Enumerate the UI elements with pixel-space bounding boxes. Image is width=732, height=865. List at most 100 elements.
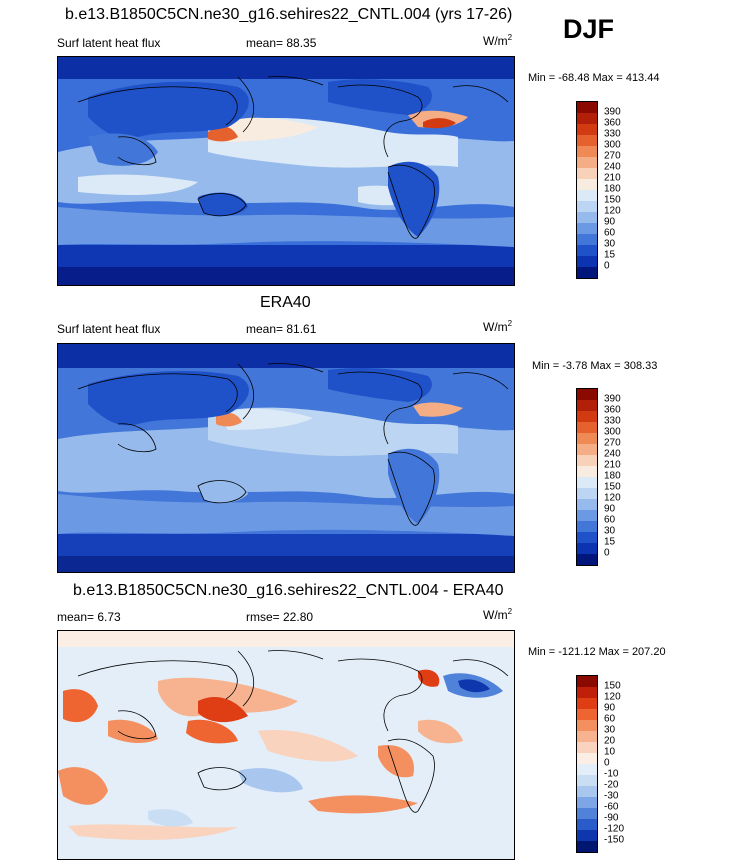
colorbar-label: 60 <box>604 514 616 526</box>
panel3-minmax: Min = -121.12 Max = 207.20 <box>528 646 666 658</box>
colorbar-label: 150 <box>604 194 621 206</box>
colorbar-swatch <box>577 146 597 157</box>
colorbar-label: 390 <box>604 106 621 118</box>
colorbar-swatch <box>577 764 597 775</box>
panel3-mean-label: mean= 6.73 <box>57 610 121 624</box>
colorbar-swatch <box>577 223 597 234</box>
panel2-title: ERA40 <box>260 294 311 311</box>
colorbar-swatch <box>577 753 597 764</box>
colorbar-swatch <box>577 488 597 499</box>
colorbar-label: 0 <box>604 757 610 769</box>
panel1-minmax: Min = -68.48 Max = 413.44 <box>528 72 660 84</box>
colorbar-label: 30 <box>604 724 616 736</box>
colorbar-swatch <box>577 201 597 212</box>
season-label: DJF <box>563 14 615 44</box>
panel2-colorbar <box>576 388 598 566</box>
panel1-variable-label: Surf latent heat flux <box>57 36 161 50</box>
panel1-colorbar <box>576 101 598 279</box>
colorbar-label: 120 <box>604 205 621 217</box>
colorbar-swatch <box>577 256 597 267</box>
colorbar-label: 30 <box>604 525 616 537</box>
colorbar-label: 240 <box>604 448 621 460</box>
colorbar-swatch <box>577 455 597 466</box>
colorbar-label: 30 <box>604 238 616 250</box>
colorbar-label: -10 <box>604 768 619 780</box>
colorbar-label: -20 <box>604 779 619 791</box>
panel1-map <box>57 56 515 286</box>
colorbar-swatch <box>577 433 597 444</box>
colorbar-label: 90 <box>604 216 616 228</box>
colorbar-swatch <box>577 731 597 742</box>
colorbar-swatch <box>577 786 597 797</box>
colorbar-swatch <box>577 113 597 124</box>
colorbar-label: 15 <box>604 536 616 548</box>
colorbar-swatch <box>577 157 597 168</box>
colorbar-swatch <box>577 267 597 278</box>
colorbar-swatch <box>577 841 597 852</box>
panel1-map-field <box>58 57 514 285</box>
panel3-map <box>57 630 515 860</box>
colorbar-swatch <box>577 532 597 543</box>
panel1-units: W/m2 <box>483 33 513 48</box>
colorbar-swatch <box>577 676 597 687</box>
colorbar-swatch <box>577 554 597 565</box>
colorbar-swatch <box>577 389 597 400</box>
colorbar-label: 330 <box>604 128 621 140</box>
panel3-title: b.e13.B1850C5CN.ne30_g16.sehires22_CNTL.… <box>73 582 504 599</box>
colorbar-swatch <box>577 190 597 201</box>
colorbar-swatch <box>577 830 597 841</box>
colorbar-label: 90 <box>604 702 616 714</box>
colorbar-swatch <box>577 168 597 179</box>
colorbar-label: 0 <box>604 260 610 272</box>
colorbar-swatch <box>577 742 597 753</box>
colorbar-label: 210 <box>604 172 621 184</box>
colorbar-label: 10 <box>604 746 616 758</box>
colorbar-swatch <box>577 212 597 223</box>
colorbar-swatch <box>577 444 597 455</box>
colorbar-label: 0 <box>604 547 610 559</box>
colorbar-swatch <box>577 102 597 113</box>
panel2-minmax: Min = -3.78 Max = 308.33 <box>532 360 658 372</box>
colorbar-label: -60 <box>604 801 619 813</box>
colorbar-label: 20 <box>604 735 616 747</box>
panel3-units: W/m2 <box>483 607 513 622</box>
colorbar-swatch <box>577 466 597 477</box>
colorbar-label: 180 <box>604 183 621 195</box>
panel2-units: W/m2 <box>483 319 513 334</box>
colorbar-swatch <box>577 808 597 819</box>
panel3-rmse-label: rmse= 22.80 <box>246 610 314 624</box>
panel3-map-field <box>58 631 514 859</box>
colorbar-label: 120 <box>604 492 621 504</box>
panel1-mean-label: mean= 88.35 <box>246 36 317 50</box>
panel2-mean-label: mean= 81.61 <box>246 322 317 336</box>
colorbar-swatch <box>577 543 597 554</box>
colorbar-label: 180 <box>604 470 621 482</box>
colorbar-label: 300 <box>604 139 621 151</box>
colorbar-label: 90 <box>604 503 616 515</box>
colorbar-label: 15 <box>604 249 616 261</box>
colorbar-swatch <box>577 775 597 786</box>
colorbar-label: 390 <box>604 393 621 405</box>
colorbar-label: -90 <box>604 812 619 824</box>
panel3-colorbar <box>576 675 598 853</box>
colorbar-label: 270 <box>604 437 621 449</box>
colorbar-label: 270 <box>604 150 621 162</box>
colorbar-label: -30 <box>604 790 619 802</box>
colorbar-label: 150 <box>604 481 621 493</box>
colorbar-label: 60 <box>604 713 616 725</box>
colorbar-swatch <box>577 819 597 830</box>
colorbar-swatch <box>577 499 597 510</box>
colorbar-swatch <box>577 400 597 411</box>
colorbar-swatch <box>577 411 597 422</box>
colorbar-swatch <box>577 245 597 256</box>
colorbar-swatch <box>577 477 597 488</box>
colorbar-swatch <box>577 124 597 135</box>
colorbar-label: 360 <box>604 404 621 416</box>
colorbar-label: 360 <box>604 117 621 129</box>
colorbar-swatch <box>577 135 597 146</box>
colorbar-swatch <box>577 687 597 698</box>
colorbar-label: 330 <box>604 415 621 427</box>
panel2-map-field <box>58 344 514 572</box>
colorbar-label: 60 <box>604 227 616 239</box>
colorbar-label: 150 <box>604 680 621 692</box>
